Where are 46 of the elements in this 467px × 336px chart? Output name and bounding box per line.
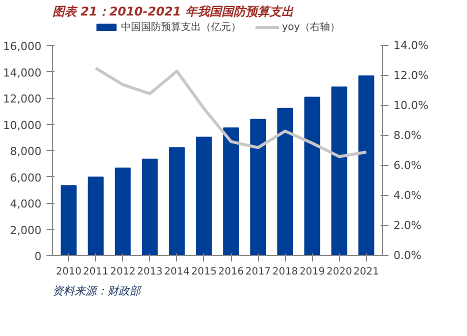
y-tick-label: 16,000 [3, 40, 42, 54]
x-tick-label: 2011 [83, 266, 109, 278]
x-tick-label: 2016 [218, 266, 244, 278]
y-tick-label: 14,000 [3, 66, 42, 80]
bar [142, 158, 158, 256]
bar [250, 118, 266, 256]
x-tick-label: 2010 [56, 266, 82, 278]
y-tick-label: 4,000 [10, 198, 42, 211]
y-tick-label: 8,000 [10, 145, 42, 158]
y-tick-label: 0 [34, 250, 42, 263]
bar [196, 136, 212, 256]
y2-tick-label: 6.0% [394, 159, 422, 172]
bar [304, 96, 320, 256]
y-tick-label: 2,000 [10, 224, 42, 237]
x-tick-label: 2015 [191, 266, 217, 278]
x-tick-label: 2017 [245, 266, 271, 278]
bar [277, 108, 294, 256]
y2-tick-label: 0.0% [394, 249, 422, 262]
bar [358, 75, 374, 256]
x-tick-label: 2020 [326, 266, 352, 278]
x-tick-label: 2013 [137, 266, 163, 278]
x-tick-label: 2018 [272, 266, 298, 278]
bar [60, 185, 77, 256]
y2-tick-label: 10.0% [394, 99, 428, 112]
y2-tick-label: 2.0% [394, 219, 422, 232]
line-series [94, 66, 368, 158]
y-tick-label: 6,000 [10, 171, 42, 184]
y-tick-label: 10,000 [3, 118, 42, 132]
bar [331, 86, 348, 256]
legend-label: yoy（右轴） [282, 20, 340, 34]
y2-tick-label: 14.0% [394, 39, 428, 52]
y2-tick-label: 4.0% [394, 189, 422, 202]
bar [114, 168, 131, 256]
bar [88, 176, 104, 256]
x-tick-label: 2021 [354, 266, 379, 278]
x-tick-label: 2012 [110, 266, 136, 278]
bar [168, 147, 185, 256]
text: 资料来源：财政部 [52, 284, 142, 298]
chart-title: 图表 21：2010-2021 年我国国防预算支出 [52, 4, 294, 18]
y2-tick-label: 12.0% [394, 69, 428, 82]
bar [223, 127, 239, 256]
x-tick-label: 2019 [299, 266, 325, 278]
legend-label: 中国国防预算支出（亿元） [121, 20, 242, 34]
y-tick-label: 12,000 [3, 92, 42, 106]
y2-tick-label: 8.0% [394, 129, 422, 142]
x-tick-label: 2014 [164, 266, 190, 278]
